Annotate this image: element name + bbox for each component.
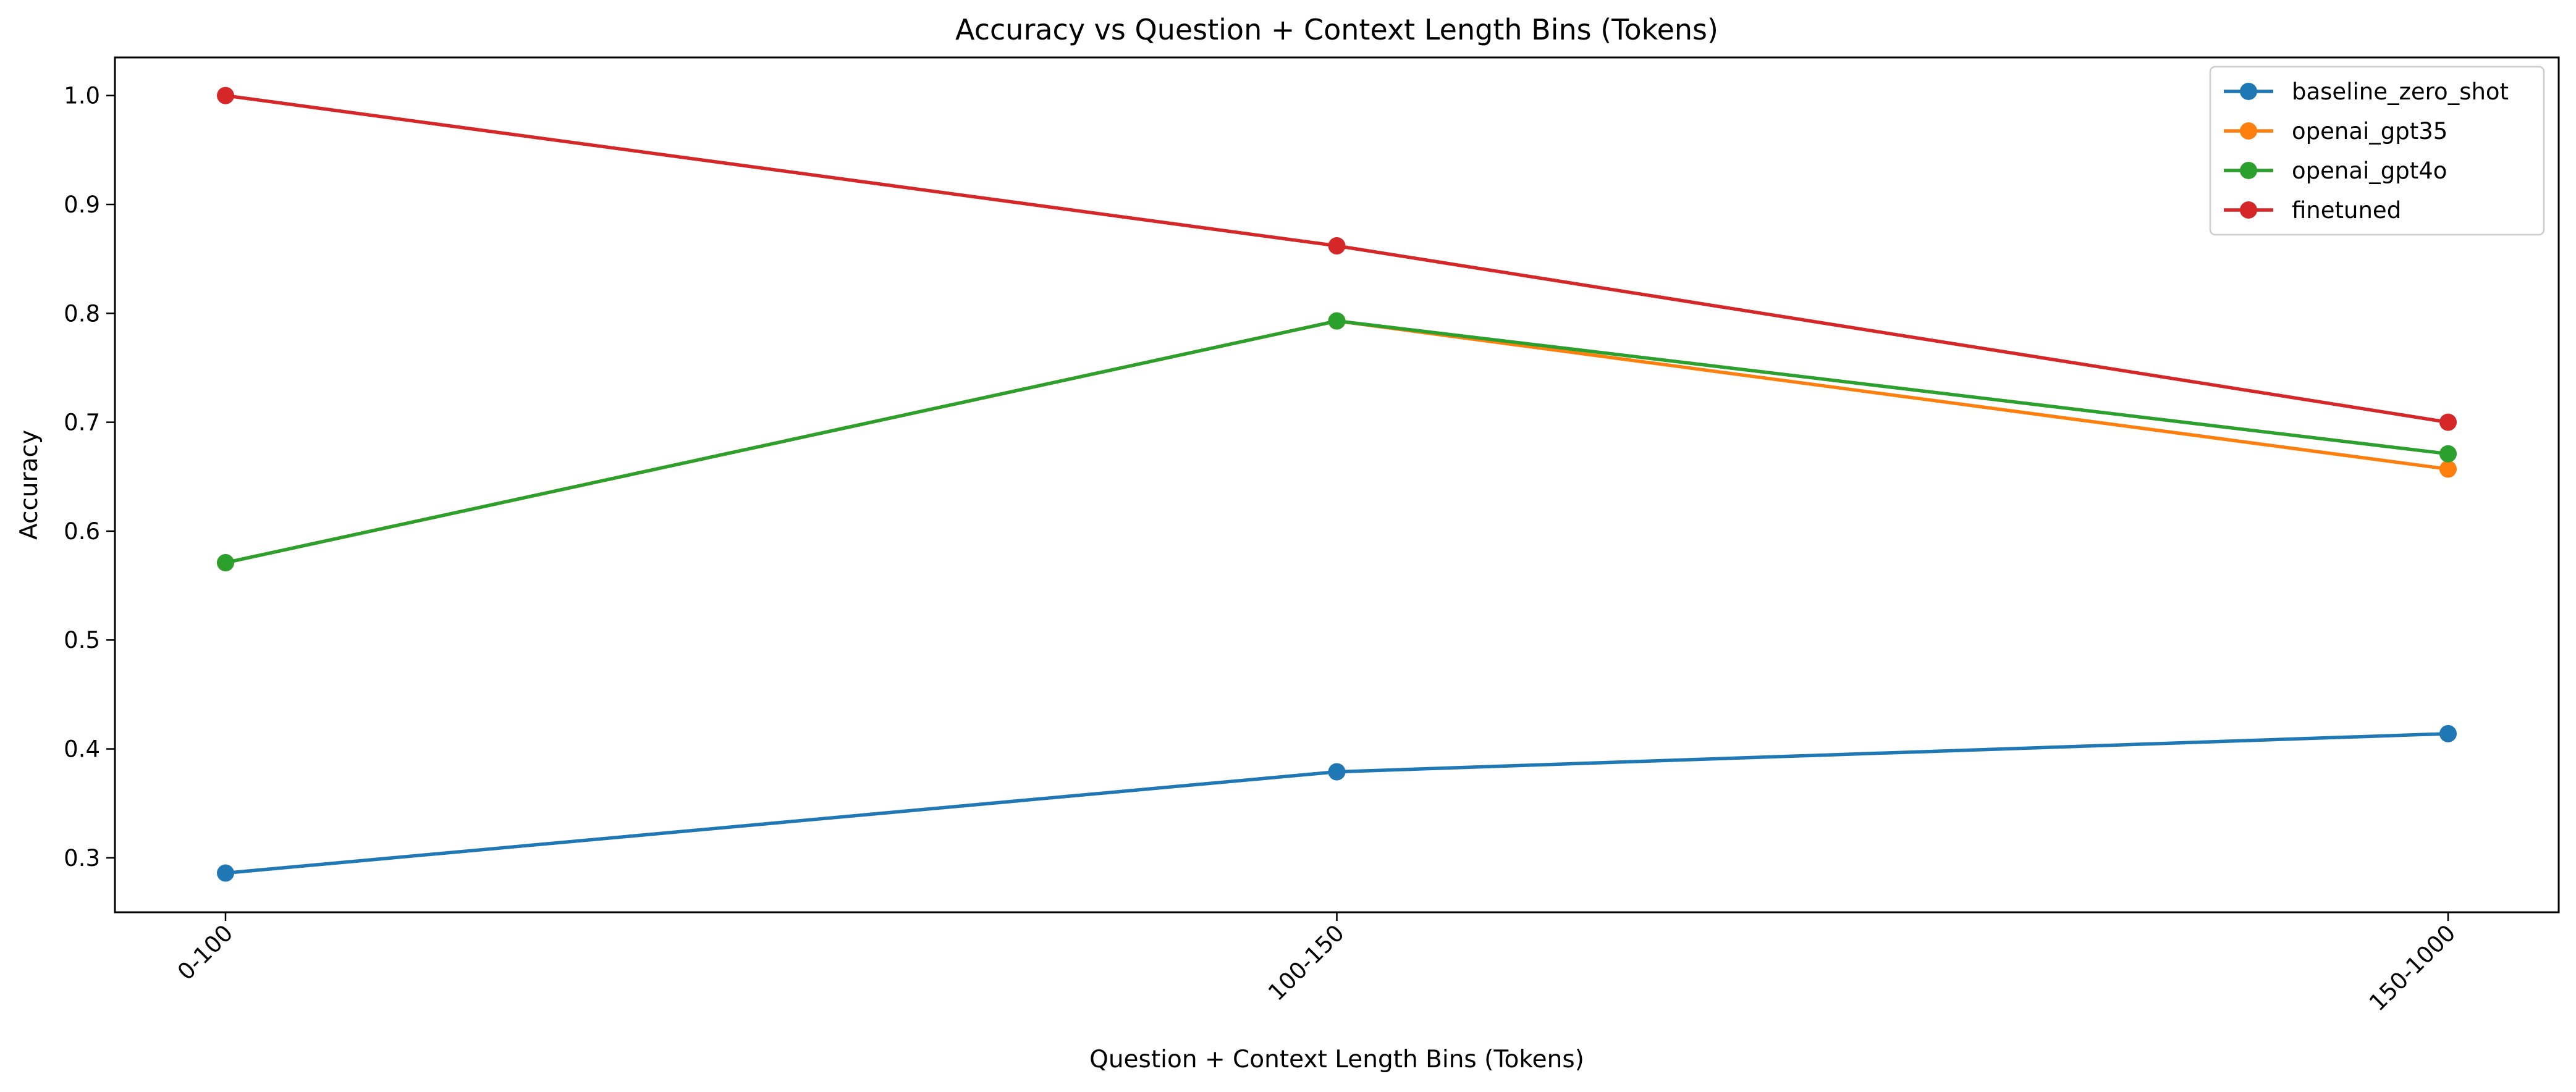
x-tick-label: 150-1000 [2364,920,2460,1016]
series-openai_gpt4o [217,312,2457,572]
data-point [2439,724,2457,742]
legend-item: baseline_zero_shot [2224,78,2509,105]
chart-title: Accuracy vs Question + Context Length Bi… [955,13,1718,46]
data-point [1328,237,1346,255]
legend-item: finetuned [2224,197,2401,224]
data-point [1328,312,1346,330]
series-layer [217,86,2457,882]
legend: baseline_zero_shot openai_gpt35 openai_gpt… [2209,65,2545,236]
data-point [217,864,234,882]
x-tick-label: 0-100 [172,920,238,985]
series-line [225,732,2449,875]
y-tick-label: 0.6 [64,518,100,545]
legend-marker [2240,162,2257,179]
x-axis: 0-100 100-150 150-1000 [172,912,2460,1016]
data-point [1328,763,1346,781]
y-tick-label: 0.7 [64,410,100,436]
legend-marker [2240,83,2257,100]
plot-frame [114,56,2560,914]
series-line [225,93,2449,424]
legend-label: finetuned [2292,197,2401,224]
plot-area: 0.3 0.4 0.5 0.6 0.7 0.8 0.9 1.0 0-100 100-150 150… [64,56,2560,1016]
y-tick-label: 0.8 [64,300,100,327]
legend-box [2209,65,2545,236]
data-point [217,554,234,572]
y-tick-label: 0.3 [64,845,100,872]
y-tick-label: 0.5 [64,627,100,653]
y-tick-label: 0.4 [64,736,100,763]
series-line [225,319,2449,565]
data-point [2439,445,2457,463]
legend-label: openai_gpt4o [2292,158,2447,184]
x-tick-label: 100-150 [1263,920,1349,1006]
series-baseline_zero_shot [217,724,2457,882]
legend-marker [2240,201,2257,219]
legend-item: openai_gpt35 [2224,118,2447,145]
y-axis: 0.3 0.4 0.5 0.6 0.7 0.8 0.9 1.0 [64,83,115,872]
series-finetuned [217,86,2457,431]
data-point [2439,413,2457,431]
legend-marker [2240,122,2257,140]
y-tick-label: 1.0 [64,83,100,109]
legend-item: openai_gpt4o [2224,158,2447,184]
y-axis-label: Accuracy [15,430,43,540]
data-point [2439,460,2457,478]
series-openai_gpt35 [217,312,2457,572]
series-line [225,319,2449,565]
y-tick-label: 0.9 [64,191,100,218]
x-axis-label: Question + Context Length Bins (Tokens) [1089,1046,1584,1073]
legend-label: openai_gpt35 [2292,118,2447,145]
legend-label: baseline_zero_shot [2292,78,2509,105]
data-point [217,86,234,104]
